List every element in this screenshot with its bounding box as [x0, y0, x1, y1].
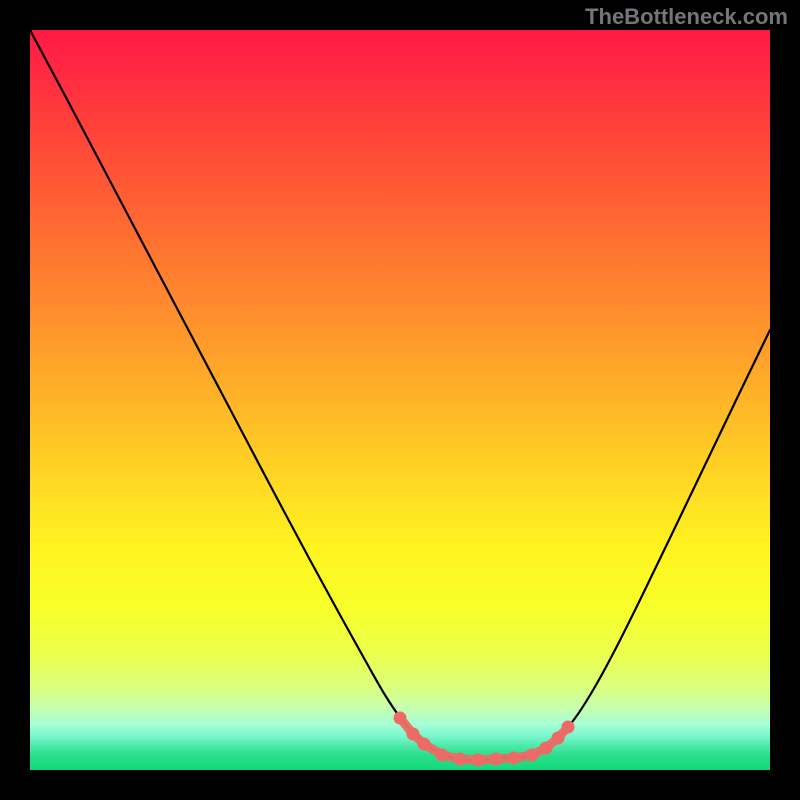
- highlight-dot: [418, 738, 431, 751]
- gradient-background: [30, 30, 770, 770]
- highlight-dot: [394, 712, 407, 725]
- highlight-dot: [526, 749, 539, 762]
- highlight-dot: [454, 753, 467, 766]
- highlight-dot: [407, 728, 420, 741]
- highlight-dot: [562, 721, 575, 734]
- plot-area: [30, 30, 770, 770]
- highlight-dot: [508, 752, 521, 765]
- highlight-dot: [540, 742, 553, 755]
- highlight-dot: [436, 749, 449, 762]
- highlight-dot: [472, 754, 485, 767]
- attribution-label: TheBottleneck.com: [585, 4, 788, 30]
- highlight-dot: [552, 732, 565, 745]
- highlight-dot: [490, 753, 503, 766]
- chart-frame: TheBottleneck.com: [0, 0, 800, 800]
